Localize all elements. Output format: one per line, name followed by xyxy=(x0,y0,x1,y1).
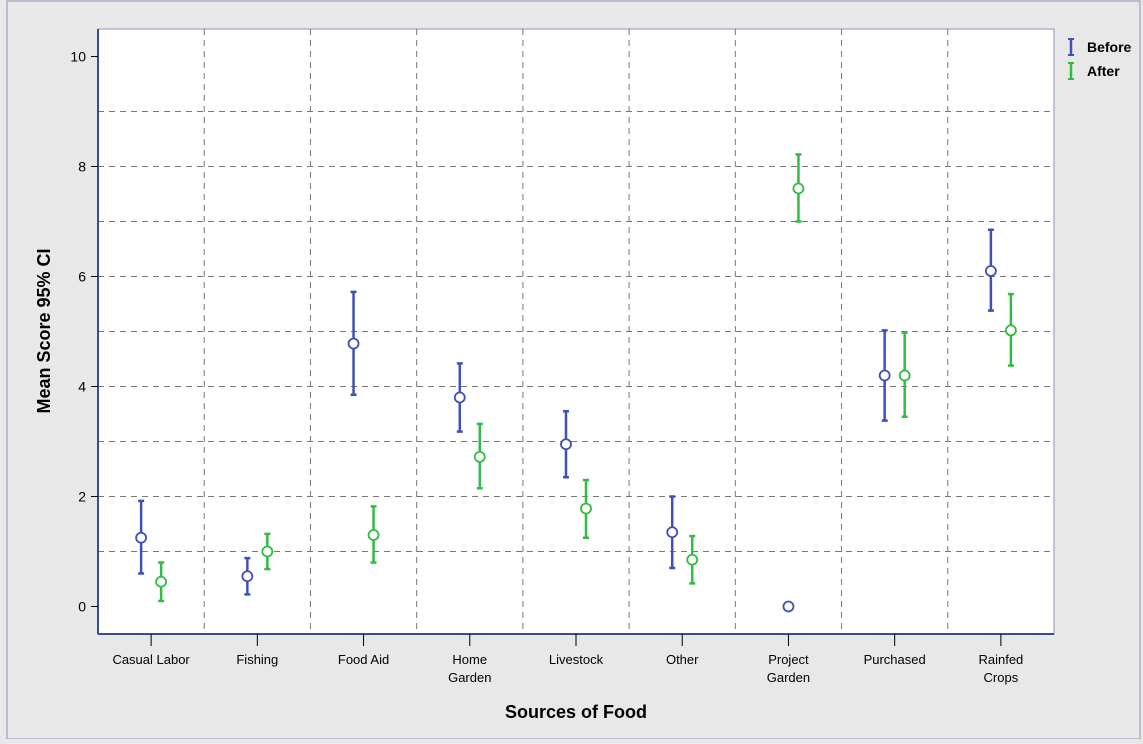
legend-label: Before xyxy=(1087,39,1132,55)
x-tick-label-line: Home xyxy=(452,652,487,667)
x-tick-label: Home Garden xyxy=(448,652,491,685)
mean-marker xyxy=(984,265,997,277)
mean-marker xyxy=(560,438,572,451)
mean-marker xyxy=(135,531,148,544)
y-tick-label: 4 xyxy=(78,379,86,395)
mean-marker xyxy=(241,570,254,583)
x-tick-label-line: Other xyxy=(666,652,699,667)
mean-marker xyxy=(782,600,795,613)
x-tick-label-line: Casual Labor xyxy=(112,652,190,667)
x-tick-label: Rainfed Crops xyxy=(978,652,1023,685)
mean-marker xyxy=(155,575,168,588)
y-tick-label: 0 xyxy=(78,599,86,615)
legend: Before After xyxy=(1068,38,1132,80)
x-tick-label: Fishing xyxy=(236,652,278,667)
x-tick-label: Purchased xyxy=(864,652,926,667)
x-tick-label-line: Rainfed xyxy=(978,652,1023,667)
data-marks xyxy=(135,153,1017,613)
mean-marker xyxy=(473,450,486,463)
mean-marker xyxy=(1004,324,1017,337)
axes: 0 2 4 6 8 10 Casual Labor Fishing Food Aid Home Ga… xyxy=(70,29,1054,685)
x-tick-label-line: Purchased xyxy=(864,652,926,667)
x-tick-label: Food Aid xyxy=(338,652,389,667)
mean-marker xyxy=(347,337,360,350)
x-tick-label-line: Garden xyxy=(448,670,491,685)
x-tick-label-line: Fishing xyxy=(236,652,278,667)
grid xyxy=(98,29,1054,634)
x-tick-label-line: Garden xyxy=(767,670,810,685)
y-tick-label: 10 xyxy=(70,49,86,65)
x-tick-label: Casual Labor xyxy=(112,652,190,667)
x-tick-label: Project Garden xyxy=(767,652,810,685)
x-tick-label: Other xyxy=(666,652,699,667)
x-tick-label-line: Crops xyxy=(984,670,1019,685)
mean-marker xyxy=(580,502,592,515)
mean-marker xyxy=(261,545,274,558)
mean-marker xyxy=(666,526,679,539)
legend-label: After xyxy=(1087,63,1120,79)
mean-marker xyxy=(367,529,380,541)
mean-marker xyxy=(898,369,911,382)
mean-marker xyxy=(453,391,466,404)
y-tick-label: 2 xyxy=(78,489,86,505)
mean-marker xyxy=(878,369,891,382)
x-tick-label: Livestock xyxy=(549,652,604,667)
x-tick-label-line: Food Aid xyxy=(338,652,389,667)
x-tick-label-line: Livestock xyxy=(549,652,604,667)
y-tick-label: 8 xyxy=(78,159,86,175)
x-axis-title: Sources of Food xyxy=(505,702,647,722)
mean-marker xyxy=(792,182,805,195)
x-tick-label-line: Project xyxy=(768,652,809,667)
mean-marker xyxy=(686,553,699,566)
y-axis-title: Mean Score 95% CI xyxy=(34,248,54,413)
y-tick-label: 6 xyxy=(78,269,86,285)
